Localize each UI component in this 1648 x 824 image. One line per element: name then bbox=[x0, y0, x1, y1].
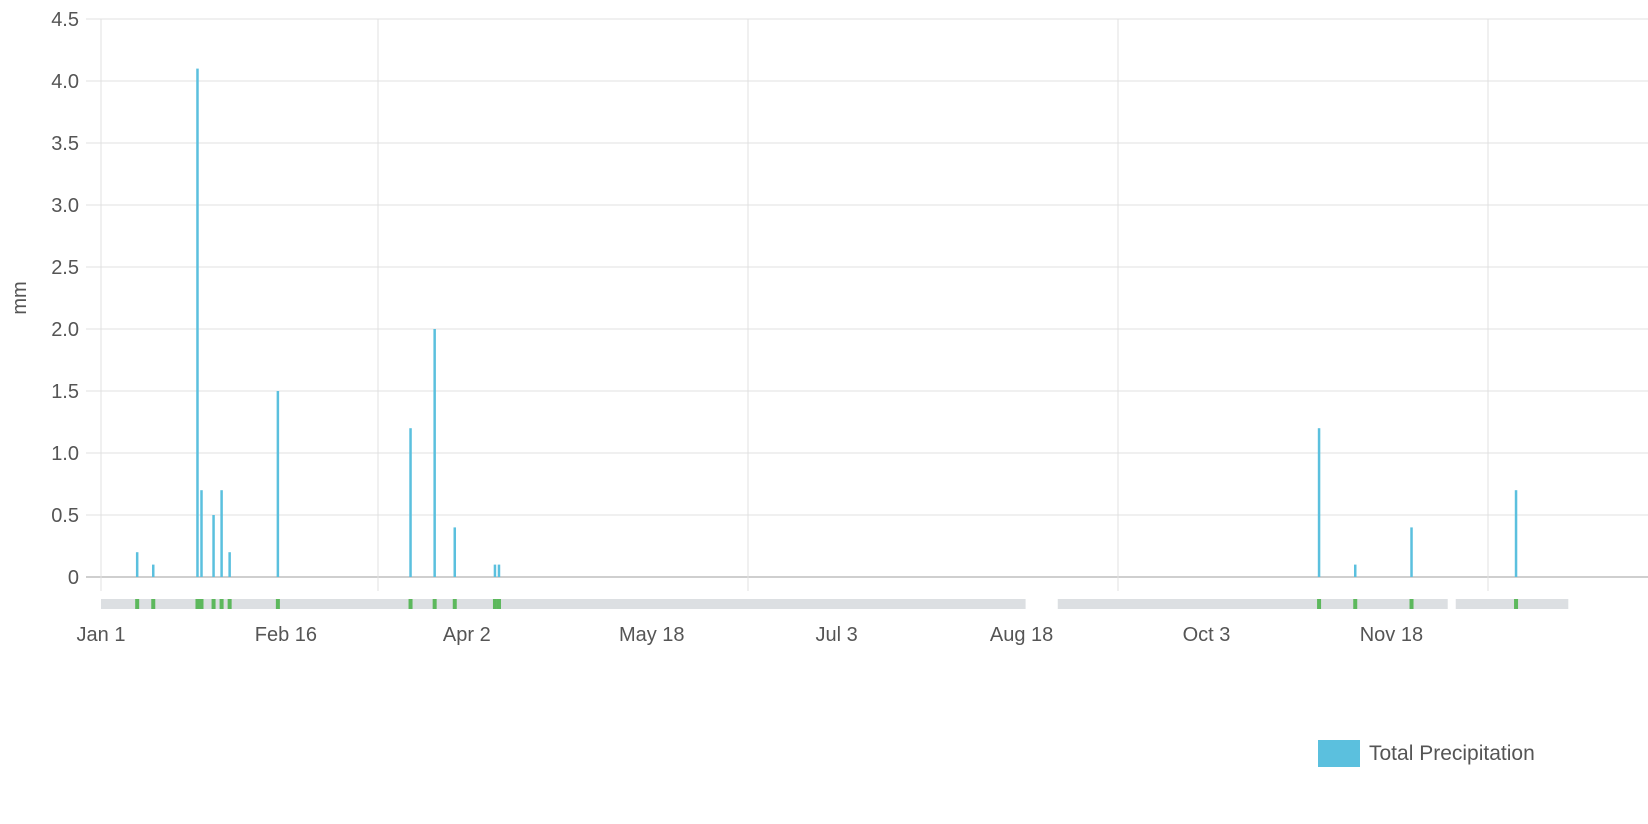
precipitation-bar[interactable] bbox=[409, 428, 412, 577]
precipitation-bar[interactable] bbox=[493, 564, 497, 577]
coverage-marker bbox=[1353, 599, 1358, 609]
coverage-marker bbox=[496, 599, 501, 609]
legend[interactable]: Total Precipitation bbox=[1318, 740, 1535, 767]
y-tick-label: 2.5 bbox=[51, 257, 79, 279]
x-tick-label: Jan 1 bbox=[77, 624, 126, 646]
x-tick-label: May 18 bbox=[619, 624, 685, 646]
y-tick-label: 1.0 bbox=[51, 443, 79, 465]
coverage-marker bbox=[219, 599, 224, 609]
precipitation-bar[interactable] bbox=[200, 490, 203, 577]
y-tick-label: 0 bbox=[68, 567, 79, 589]
coverage-marker bbox=[1317, 599, 1322, 609]
precipitation-bar[interactable] bbox=[276, 391, 280, 577]
precipitation-bar[interactable] bbox=[228, 552, 231, 577]
coverage-marker bbox=[452, 599, 457, 609]
x-tick-label: Aug 18 bbox=[990, 624, 1053, 646]
data-coverage-bar bbox=[101, 599, 1569, 609]
x-tick-label: Feb 16 bbox=[255, 624, 317, 646]
x-axis-ticks: Jan 1 Feb 16 Apr 2 May 18 Jul 3 Aug 18 Oct 3 No… bbox=[77, 624, 1424, 646]
precipitation-bar[interactable] bbox=[433, 329, 436, 577]
precipitation-bar[interactable] bbox=[220, 490, 223, 577]
precipitation-bar[interactable] bbox=[453, 527, 457, 577]
coverage-marker bbox=[408, 599, 413, 609]
coverage-marker bbox=[1409, 599, 1414, 609]
precipitation-bar[interactable] bbox=[1317, 428, 1321, 577]
precipitation-bar[interactable] bbox=[135, 552, 139, 577]
coverage-marker bbox=[199, 599, 204, 609]
y-tick-label: 3.5 bbox=[51, 133, 79, 155]
y-tick-label: 3.0 bbox=[51, 195, 79, 217]
grid-lines bbox=[86, 18, 1648, 591]
coverage-segment bbox=[1057, 599, 1448, 609]
precipitation-bar[interactable] bbox=[152, 564, 155, 577]
precipitation-bar[interactable] bbox=[196, 68, 199, 577]
coverage-marker bbox=[227, 599, 232, 609]
x-tick-label: Jul 3 bbox=[816, 624, 858, 646]
y-axis-ticks: 0 0.5 1.0 1.5 2.0 2.5 3.0 3.5 4.0 4.5 bbox=[51, 9, 79, 589]
y-tick-label: 1.5 bbox=[51, 381, 79, 403]
x-tick-label: Nov 18 bbox=[1360, 624, 1423, 646]
coverage-segment bbox=[1455, 599, 1569, 609]
coverage-marker bbox=[195, 599, 200, 609]
x-tick-label: Oct 3 bbox=[1183, 624, 1231, 646]
legend-swatch-total-precipitation bbox=[1318, 740, 1360, 767]
precipitation-bars bbox=[135, 68, 1518, 577]
coverage-marker bbox=[275, 599, 280, 609]
coverage-marker bbox=[1514, 599, 1519, 609]
coverage-segment bbox=[101, 599, 1026, 609]
precipitation-bar[interactable] bbox=[212, 515, 215, 577]
precipitation-bar[interactable] bbox=[497, 564, 501, 577]
coverage-marker bbox=[135, 599, 140, 609]
coverage-marker bbox=[211, 599, 216, 609]
precipitation-bar[interactable] bbox=[1353, 564, 1357, 577]
y-tick-label: 4.5 bbox=[51, 9, 79, 31]
y-tick-label: 0.5 bbox=[51, 505, 79, 527]
precipitation-bar[interactable] bbox=[1410, 527, 1413, 577]
y-tick-label: 2.0 bbox=[51, 319, 79, 341]
coverage-marker bbox=[151, 599, 156, 609]
coverage-marker bbox=[492, 599, 497, 609]
y-tick-label: 4.0 bbox=[51, 71, 79, 93]
legend-label-total-precipitation: Total Precipitation bbox=[1369, 742, 1535, 765]
precipitation-bar[interactable] bbox=[1514, 490, 1518, 577]
y-axis-label: mm bbox=[9, 281, 31, 314]
x-tick-label: Apr 2 bbox=[443, 624, 491, 646]
coverage-marker bbox=[432, 599, 437, 609]
